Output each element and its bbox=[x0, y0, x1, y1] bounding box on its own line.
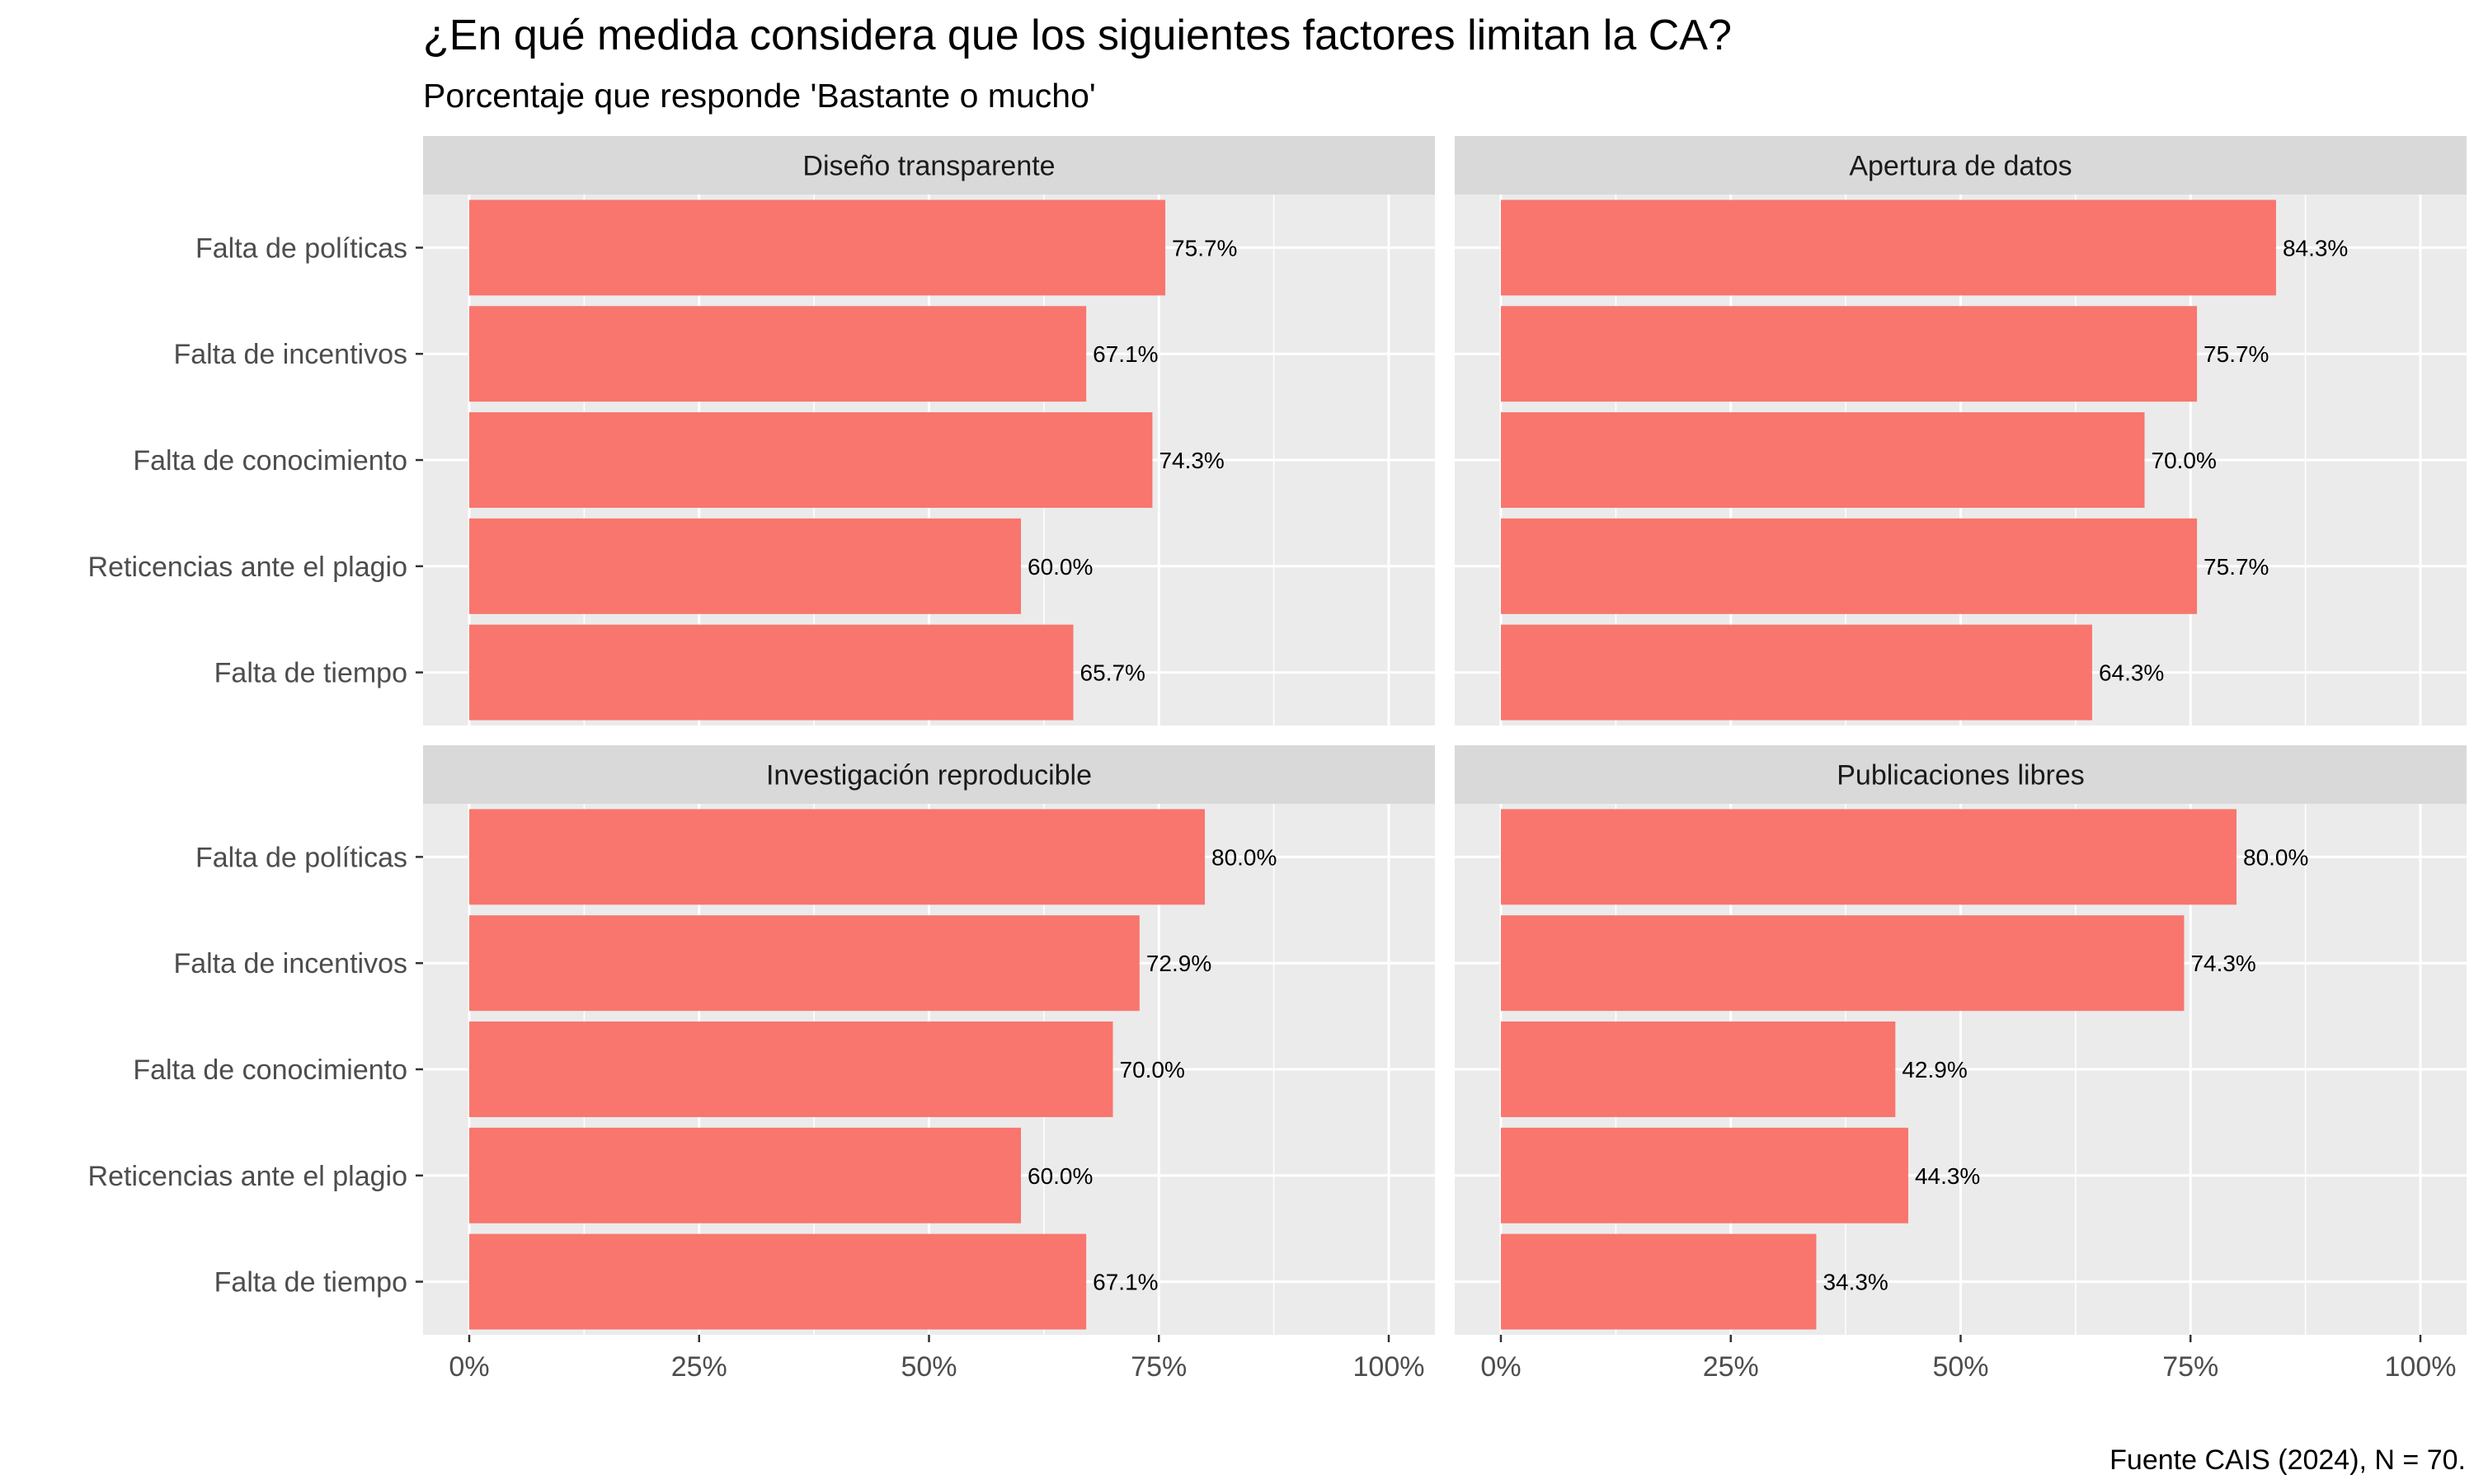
y-tick-label: Falta de tiempo bbox=[214, 658, 407, 689]
value-label: 70.0% bbox=[2152, 448, 2217, 473]
x-tick-label: 25% bbox=[671, 1351, 727, 1383]
facet-strip bbox=[1455, 745, 2467, 804]
value-label: 67.1% bbox=[1093, 1270, 1158, 1295]
facet-grid: Diseño transparente 75.7% 67.1% 74.3% 60.0% 6… bbox=[88, 136, 2467, 1383]
value-label: 72.9% bbox=[1146, 951, 1211, 976]
value-label: 42.9% bbox=[1902, 1057, 1967, 1082]
y-tick-label: Falta de conocimiento bbox=[133, 445, 407, 477]
bar-publicaciones-libres-falta-de-tiempo bbox=[1501, 1233, 1817, 1330]
x-tick-label: 50% bbox=[1932, 1351, 1988, 1383]
chart-title: ¿En qué medida considera que los siguien… bbox=[423, 12, 1732, 59]
value-label: 75.7% bbox=[2204, 341, 2269, 367]
x-tick-label: 100% bbox=[1353, 1351, 1425, 1383]
facet-strip-label: Diseño transparente bbox=[802, 151, 1055, 182]
bar-investigacion-reproducible-falta-de-incentivos bbox=[469, 915, 1140, 1012]
x-tick-label: 75% bbox=[1131, 1351, 1187, 1383]
bar-publicaciones-libres-reticencias-ante-el-plagio bbox=[1501, 1127, 1908, 1223]
facet-strip-label: Apertura de datos bbox=[1849, 151, 2072, 182]
facet-apertura-de-datos: Apertura de datos 84.3% 75.7% 70.0% 75.7% 64.… bbox=[1455, 136, 2467, 726]
value-label: 60.0% bbox=[1028, 554, 1093, 580]
chart-caption: Fuente CAIS (2024), N = 70. bbox=[2109, 1444, 2466, 1476]
y-tick-label: Falta de políticas bbox=[195, 232, 407, 264]
bar-publicaciones-libres-falta-de-conocimiento bbox=[1501, 1021, 1896, 1117]
value-label: 74.3% bbox=[1159, 448, 1224, 473]
bar-investigacion-reproducible-falta-de-politicas bbox=[469, 809, 1205, 905]
facet-strip bbox=[423, 136, 1435, 195]
bar-diseno-transparente-falta-de-politicas bbox=[469, 200, 1166, 296]
y-tick-label: Falta de tiempo bbox=[214, 1267, 407, 1298]
bar-diseno-transparente-falta-de-tiempo bbox=[469, 624, 1074, 721]
value-label: 75.7% bbox=[1172, 235, 1237, 261]
value-label: 60.0% bbox=[1028, 1163, 1093, 1189]
bar-investigacion-reproducible-falta-de-tiempo bbox=[469, 1233, 1087, 1330]
facet-strip bbox=[1455, 136, 2467, 195]
x-tick-label: 50% bbox=[901, 1351, 957, 1383]
value-label: 64.3% bbox=[2099, 660, 2164, 686]
bar-publicaciones-libres-falta-de-incentivos bbox=[1501, 915, 2185, 1012]
facet-strip bbox=[423, 745, 1435, 804]
y-tick-label: Reticencias ante el plagio bbox=[88, 1161, 407, 1192]
value-label: 74.3% bbox=[2190, 951, 2255, 976]
bar-diseno-transparente-reticencias-ante-el-plagio bbox=[469, 518, 1021, 614]
bar-apertura-de-datos-reticencias-ante-el-plagio bbox=[1501, 518, 2198, 614]
facet-diseno-transparente: Diseño transparente 75.7% 67.1% 74.3% 60.0% 6… bbox=[88, 136, 1435, 726]
x-tick-label: 0% bbox=[1480, 1351, 1521, 1383]
bar-publicaciones-libres-falta-de-politicas bbox=[1501, 809, 2236, 905]
value-label: 44.3% bbox=[1915, 1163, 1980, 1189]
x-tick-label: 75% bbox=[2162, 1351, 2218, 1383]
bar-diseno-transparente-falta-de-conocimiento bbox=[469, 412, 1153, 508]
y-tick-label: Falta de incentivos bbox=[174, 948, 408, 979]
bar-apertura-de-datos-falta-de-incentivos bbox=[1501, 306, 2198, 402]
bar-diseno-transparente-falta-de-incentivos bbox=[469, 306, 1087, 402]
facet-investigacion-reproducible: Investigación reproducible 80.0% 72.9% 70.0… bbox=[88, 745, 1435, 1383]
value-label: 80.0% bbox=[1211, 844, 1277, 870]
y-tick-label: Falta de incentivos bbox=[174, 339, 408, 370]
x-tick-label: 25% bbox=[1703, 1351, 1759, 1383]
value-label: 75.7% bbox=[2204, 554, 2269, 580]
facet-strip-label: Publicaciones libres bbox=[1837, 760, 2085, 791]
y-tick-label: Falta de conocimiento bbox=[133, 1054, 407, 1086]
chart-subtitle: Porcentaje que responde 'Bastante o much… bbox=[423, 77, 1096, 115]
bar-investigacion-reproducible-falta-de-conocimiento bbox=[469, 1021, 1113, 1117]
bar-investigacion-reproducible-reticencias-ante-el-plagio bbox=[469, 1127, 1021, 1223]
value-label: 84.3% bbox=[2283, 235, 2348, 261]
bar-apertura-de-datos-falta-de-conocimiento bbox=[1501, 412, 2145, 508]
y-tick-label: Falta de políticas bbox=[195, 842, 407, 873]
bar-apertura-de-datos-falta-de-politicas bbox=[1501, 200, 2276, 296]
value-label: 70.0% bbox=[1120, 1057, 1185, 1082]
value-label: 65.7% bbox=[1080, 660, 1145, 686]
value-label: 80.0% bbox=[2243, 844, 2308, 870]
x-tick-label: 0% bbox=[449, 1351, 489, 1383]
value-label: 34.3% bbox=[1823, 1270, 1888, 1295]
facet-publicaciones-libres: Publicaciones libres 80.0% 74.3% 42.9% 44.3%… bbox=[1455, 745, 2467, 1383]
value-label: 67.1% bbox=[1093, 341, 1158, 367]
facet-strip-label: Investigación reproducible bbox=[766, 760, 1092, 791]
bar-apertura-de-datos-falta-de-tiempo bbox=[1501, 624, 2092, 721]
y-tick-label: Reticencias ante el plagio bbox=[88, 552, 407, 583]
x-tick-label: 100% bbox=[2385, 1351, 2457, 1383]
